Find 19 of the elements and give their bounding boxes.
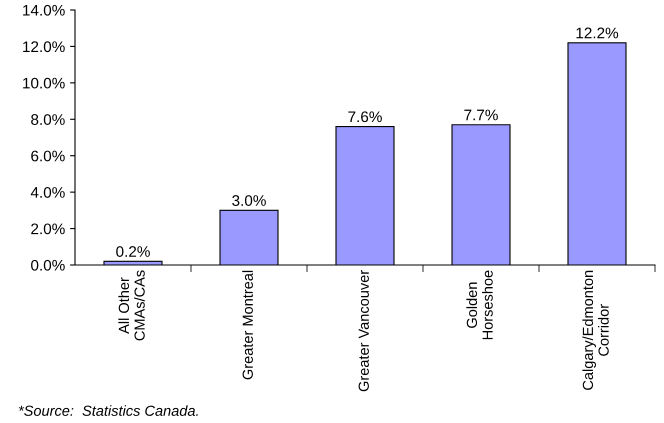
data-label: 7.6%: [348, 111, 382, 122]
y-tick-label: 4.0%: [30, 187, 65, 198]
data-label: 12.2%: [576, 28, 618, 38]
x-tick-label: Calgary/Edmonton Corridor: [582, 270, 609, 390]
y-tick-label: 10.0%: [23, 78, 65, 89]
text: *Source: Statistics Canada.: [18, 405, 198, 416]
x-tick-label: Golden Horseshoe: [466, 270, 493, 340]
y-tick-label: 12.0%: [23, 41, 65, 52]
y-tick-label: 8.0%: [31, 114, 65, 125]
y-tick-label: 6.0%: [31, 150, 65, 162]
data-label: 7.7%: [464, 110, 498, 120]
y-tick-label: 2.0%: [31, 223, 65, 234]
x-tick-label: All Other CMAs/CAs: [118, 270, 145, 340]
y-tick-label: 14.0%: [23, 4, 65, 16]
data-label: 3.0%: [232, 195, 266, 206]
x-tick-label: Greater Vancouver: [358, 270, 369, 392]
y-tick-label: 0.0%: [31, 260, 65, 271]
data-label: 0.2%: [116, 246, 150, 257]
x-tick-label: Greater Montreal: [242, 270, 253, 380]
